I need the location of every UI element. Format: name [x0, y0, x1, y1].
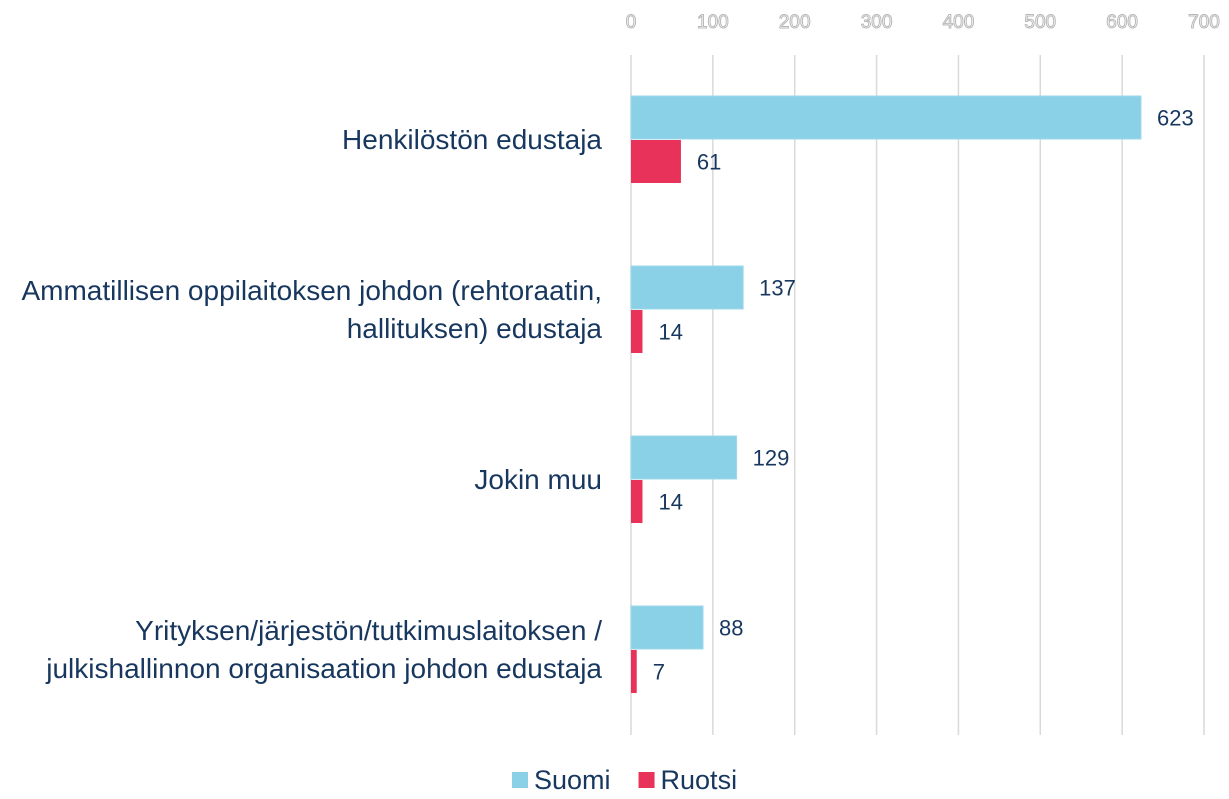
legend-swatch: [638, 772, 655, 788]
value-label: 7: [653, 659, 665, 684]
bar: [630, 605, 704, 650]
category-label: Jokin muu: [474, 464, 602, 495]
x-tick-label: 300: [861, 12, 893, 33]
category-label: Ammatillisen oppilaitoksen johdon (rehto…: [21, 275, 602, 344]
bar: [630, 95, 1142, 140]
x-tick-label: 400: [943, 12, 975, 33]
value-label: 14: [658, 489, 682, 514]
category-label: Yrityksen/järjestön/tutkimuslaitoksen / …: [46, 615, 602, 684]
value-label: 14: [658, 319, 682, 344]
bar: [631, 310, 643, 353]
x-tick-label: 0: [626, 12, 637, 33]
value-label: 88: [719, 615, 743, 640]
bar: [631, 140, 681, 183]
legend-label: Suomi: [534, 765, 611, 795]
value-label: 623: [1157, 105, 1194, 130]
bar: [630, 265, 744, 310]
legend-swatch: [512, 772, 528, 788]
x-tick-label: 100: [697, 12, 729, 33]
value-label: 129: [753, 445, 790, 470]
x-tick-label: 500: [1024, 12, 1056, 33]
bar: [631, 650, 637, 693]
bar: [630, 435, 738, 480]
x-tick-label: 200: [779, 12, 811, 33]
bar: [631, 480, 643, 523]
value-label: 61: [697, 149, 721, 174]
x-tick-label: 700: [1188, 12, 1220, 33]
value-label: 137: [759, 275, 796, 300]
x-tick-label: 600: [1106, 12, 1138, 33]
category-label: Henkilöstön edustaja: [342, 124, 602, 155]
legend-label: Ruotsi: [661, 765, 738, 795]
